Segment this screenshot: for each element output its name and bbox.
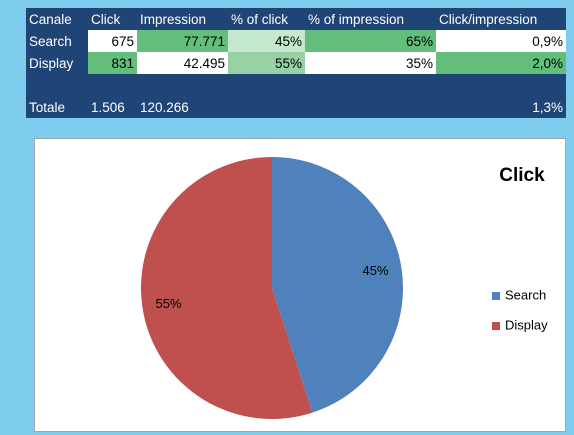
total-cell: 1,3% (436, 96, 566, 118)
header-cell: Canale (26, 8, 88, 30)
cell: 675 (88, 30, 137, 52)
header-cell: Click/impression (436, 8, 566, 30)
total-row: Totale 1.506 120.266 1,3% (26, 96, 566, 118)
cell: 42.495 (137, 52, 228, 74)
cell: 65% (305, 30, 436, 52)
spacer-row (26, 74, 566, 96)
pie-chart: Click 45% Search 55% Display (34, 138, 566, 432)
row: Search 675 77.771 45% 65% 0,9% (26, 30, 566, 52)
cell: 2,0% (436, 52, 566, 74)
legend-swatch (492, 292, 500, 300)
header-cell: Click (88, 8, 137, 30)
total-label: Totale (26, 96, 88, 118)
cell: 35% (305, 52, 436, 74)
total-cell: 120.266 (137, 96, 228, 118)
chart-title: Click (499, 165, 545, 186)
cell: 55% (228, 52, 305, 74)
header-cell: % of click (228, 8, 305, 30)
row: Display 831 42.495 55% 35% 2,0% (26, 52, 566, 74)
slice-label: 55% (155, 296, 181, 311)
pie-slice (272, 157, 404, 413)
cell: 831 (88, 52, 137, 74)
row-label: Search (26, 30, 88, 52)
slice-label: 45% (362, 263, 388, 278)
cell: 77.771 (137, 30, 228, 52)
cell: 45% (228, 30, 305, 52)
header-row: Canale Click Impression % of click % of … (26, 8, 566, 30)
pie-slice (141, 157, 313, 419)
header-cell: Impression (137, 8, 228, 30)
legend-swatch (492, 322, 500, 330)
data-table: Canale Click Impression % of click % of … (26, 8, 566, 118)
row-label: Display (26, 52, 88, 74)
header-cell: % of impression (305, 8, 436, 30)
cell: 0,9% (436, 30, 566, 52)
total-cell: 1.506 (88, 96, 137, 118)
legend-label: Display (505, 317, 548, 332)
legend-label: Search (505, 287, 546, 302)
